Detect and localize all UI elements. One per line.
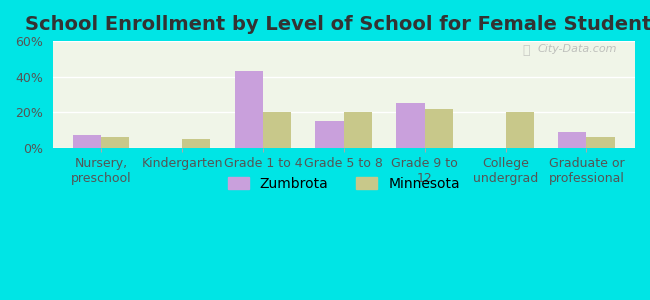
Legend: Zumbrota, Minnesota: Zumbrota, Minnesota xyxy=(222,171,465,196)
Bar xyxy=(424,109,453,148)
Bar xyxy=(586,137,615,148)
Bar xyxy=(101,137,129,148)
Text: ⓘ: ⓘ xyxy=(523,44,530,57)
Bar xyxy=(558,132,586,148)
Text: City-Data.com: City-Data.com xyxy=(538,44,617,54)
Bar xyxy=(182,139,211,148)
Bar xyxy=(235,71,263,148)
Bar xyxy=(396,103,424,148)
Title: School Enrollment by Level of School for Female Students: School Enrollment by Level of School for… xyxy=(25,15,650,34)
Bar xyxy=(263,112,291,148)
Bar xyxy=(315,121,344,148)
Bar xyxy=(344,112,372,148)
Bar xyxy=(506,112,534,148)
Bar xyxy=(73,135,101,148)
